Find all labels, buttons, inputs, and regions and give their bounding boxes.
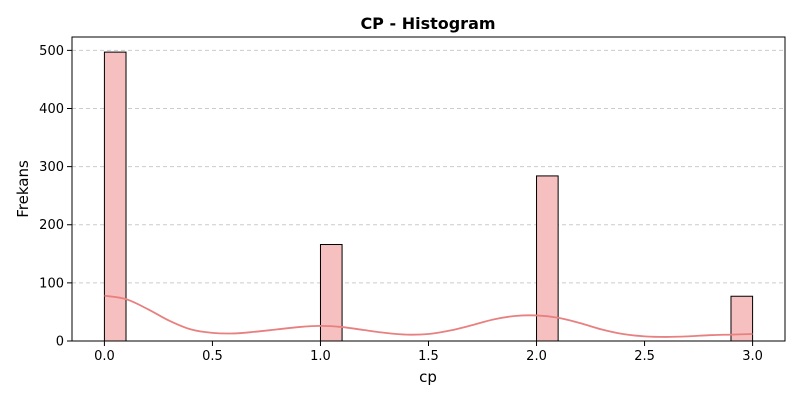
x-axis-label: cp <box>419 368 437 386</box>
y-ticks: 0 100 200 300 400 500 <box>39 44 72 350</box>
y-tick-label: 100 <box>39 276 64 291</box>
x-tick-label: 1.5 <box>418 349 439 364</box>
y-tick-label: 0 <box>56 335 64 350</box>
plot-frame <box>71 36 786 342</box>
kde-curve <box>104 294 753 338</box>
x-tick-label: 3.0 <box>742 349 763 364</box>
x-tick-label: 2.0 <box>526 349 547 364</box>
y-tick-label: 500 <box>39 44 64 59</box>
chart-title: CP - Histogram <box>360 14 495 33</box>
x-tick-label: 0.5 <box>202 349 223 364</box>
y-grid <box>72 49 785 342</box>
x-tick-label: 2.5 <box>634 349 655 364</box>
bars <box>103 51 754 342</box>
y-tick-label: 400 <box>39 102 64 117</box>
y-axis-label: Frekans <box>14 160 32 218</box>
x-ticks: 0.0 0.5 1.0 1.5 2.0 2.5 3.0 <box>94 341 763 364</box>
x-tick-label: 0.0 <box>94 349 115 364</box>
y-tick-label: 300 <box>39 160 64 175</box>
y-tick-label: 200 <box>39 218 64 233</box>
x-tick-label: 1.0 <box>310 349 331 364</box>
